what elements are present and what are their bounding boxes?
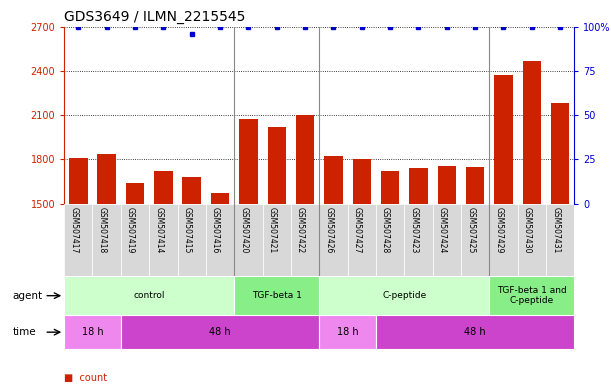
Text: GDS3649 / ILMN_2215545: GDS3649 / ILMN_2215545 bbox=[64, 10, 246, 25]
Text: C-peptide: C-peptide bbox=[382, 291, 426, 300]
Bar bbox=[319, 276, 489, 315]
Bar bbox=[263, 204, 291, 276]
Bar bbox=[466, 167, 485, 204]
Text: GSM507414: GSM507414 bbox=[155, 207, 163, 253]
Text: control: control bbox=[133, 291, 165, 300]
Text: GSM507415: GSM507415 bbox=[183, 207, 192, 253]
Bar bbox=[239, 119, 258, 204]
Text: GSM507418: GSM507418 bbox=[98, 207, 107, 253]
Text: GSM507420: GSM507420 bbox=[240, 207, 249, 253]
Bar bbox=[518, 204, 546, 276]
Bar bbox=[178, 204, 206, 276]
Text: TGF-beta 1: TGF-beta 1 bbox=[252, 291, 302, 300]
Bar bbox=[206, 204, 234, 276]
Bar bbox=[381, 171, 400, 204]
Bar bbox=[211, 193, 229, 204]
Bar bbox=[522, 61, 541, 204]
Text: GSM507424: GSM507424 bbox=[438, 207, 447, 253]
Bar bbox=[376, 315, 574, 349]
Bar bbox=[376, 204, 404, 276]
Text: GSM507430: GSM507430 bbox=[523, 207, 532, 254]
Text: GSM507423: GSM507423 bbox=[409, 207, 419, 253]
Bar bbox=[433, 204, 461, 276]
Bar bbox=[64, 315, 121, 349]
Text: agent: agent bbox=[12, 291, 42, 301]
Bar bbox=[183, 177, 201, 204]
Text: GSM507416: GSM507416 bbox=[211, 207, 220, 253]
Bar bbox=[234, 204, 263, 276]
Text: time: time bbox=[12, 327, 36, 337]
Bar bbox=[234, 276, 319, 315]
Bar bbox=[353, 159, 371, 204]
Bar bbox=[437, 166, 456, 204]
Bar bbox=[126, 183, 144, 204]
Bar bbox=[319, 204, 348, 276]
Bar bbox=[461, 204, 489, 276]
Text: GSM507422: GSM507422 bbox=[296, 207, 305, 253]
Bar bbox=[494, 75, 513, 204]
Bar bbox=[551, 103, 569, 204]
Text: GSM507431: GSM507431 bbox=[551, 207, 560, 253]
Bar bbox=[489, 204, 518, 276]
Bar bbox=[296, 115, 314, 204]
Text: 48 h: 48 h bbox=[209, 327, 231, 337]
Bar bbox=[98, 154, 116, 204]
Text: GSM507421: GSM507421 bbox=[268, 207, 277, 253]
Bar bbox=[291, 204, 319, 276]
Text: GSM507427: GSM507427 bbox=[353, 207, 362, 253]
Bar bbox=[149, 204, 178, 276]
Text: GSM507428: GSM507428 bbox=[381, 207, 390, 253]
Text: 48 h: 48 h bbox=[464, 327, 486, 337]
Text: 18 h: 18 h bbox=[82, 327, 103, 337]
Bar bbox=[64, 204, 92, 276]
Text: TGF-beta 1 and
C-peptide: TGF-beta 1 and C-peptide bbox=[497, 286, 566, 305]
Bar bbox=[64, 276, 234, 315]
Bar bbox=[268, 127, 286, 204]
Bar bbox=[92, 204, 121, 276]
Bar bbox=[121, 204, 149, 276]
Bar bbox=[154, 171, 172, 204]
Text: GSM507426: GSM507426 bbox=[324, 207, 334, 253]
Text: GSM507429: GSM507429 bbox=[494, 207, 503, 253]
Bar bbox=[489, 276, 574, 315]
Bar bbox=[319, 315, 376, 349]
Text: GSM507419: GSM507419 bbox=[126, 207, 135, 253]
Bar bbox=[121, 315, 319, 349]
Bar bbox=[348, 204, 376, 276]
Text: GSM507425: GSM507425 bbox=[466, 207, 475, 253]
Bar bbox=[546, 204, 574, 276]
Bar bbox=[69, 158, 87, 204]
Text: 18 h: 18 h bbox=[337, 327, 359, 337]
Bar bbox=[324, 156, 343, 204]
Text: ■  count: ■ count bbox=[64, 373, 108, 383]
Text: GSM507417: GSM507417 bbox=[69, 207, 78, 253]
Bar bbox=[409, 168, 428, 204]
Bar bbox=[404, 204, 433, 276]
